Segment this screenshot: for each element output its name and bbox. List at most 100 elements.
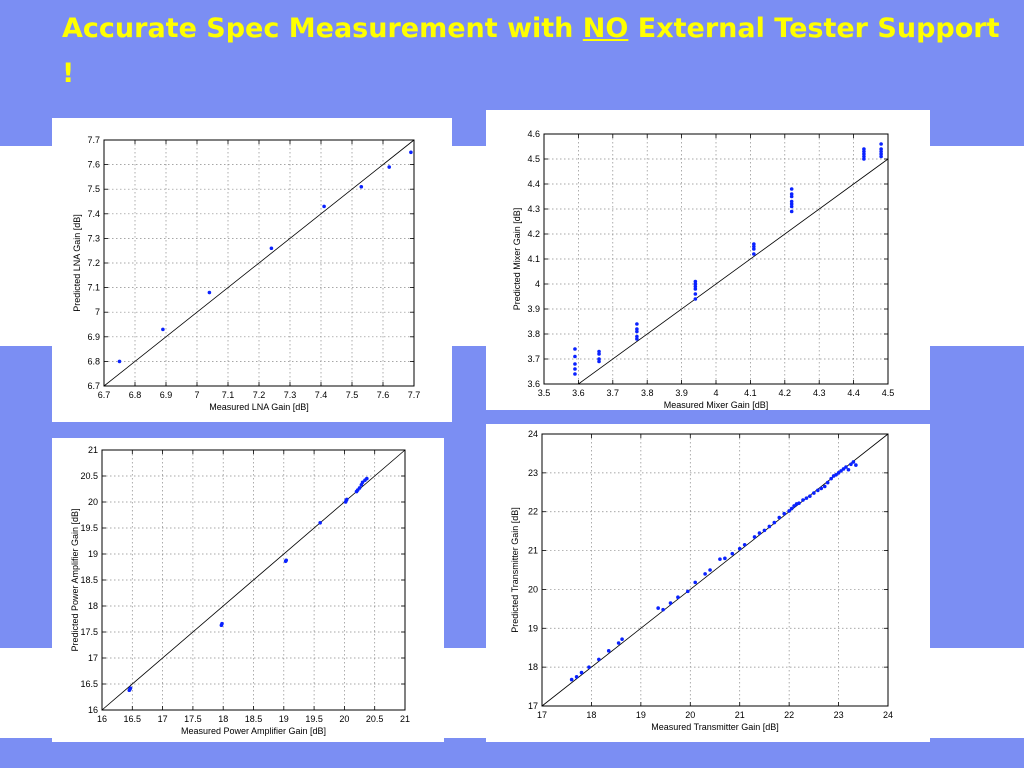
data-point [656,606,660,610]
data-point [879,152,883,156]
y-tick-label: 21 [528,546,538,556]
x-tick-label: 4 [713,388,718,398]
data-point [128,686,133,690]
y-tick-label: 3.6 [527,379,540,389]
data-point [789,204,794,209]
reference-line [578,158,889,385]
y-axis-label: Predicted LNA Gain [dB] [72,214,82,312]
data-point [841,467,846,471]
x-axis-label: Measured Power Amplifier Gain [dB] [181,726,326,736]
data-point [839,469,843,473]
y-tick-label: 20.5 [80,471,98,481]
mixer-chart: 3.5 3.6 3.7 3.8 3.9 4 4.1 4.2 4.3 4.4 4.53.63.73.8… [512,129,894,410]
data-point [693,297,698,301]
data-point [569,677,574,682]
x-tick-label: 20 [685,710,695,720]
data-point [767,524,772,529]
x-tick-label: 3.6 [572,388,585,398]
data-point [789,187,794,191]
data-point [635,334,639,339]
data-point [579,670,584,675]
y-tick-label: 4.4 [527,179,540,189]
y-tick-label: 7.7 [87,135,100,145]
data-point [789,506,794,511]
data-point [752,244,756,249]
x-tick-label: 6.9 [160,390,173,400]
data-point [787,509,791,513]
y-tick-label: 16.5 [80,679,98,689]
y-tick-label: 23 [528,468,538,478]
slide-title: Accurate Spec Measurement with NO Extern… [62,6,1002,96]
y-tick-label: 4 [535,279,540,289]
data-point [597,657,601,662]
data-point [597,357,601,361]
reference-line [103,139,415,387]
x-tick-label: 17.5 [184,714,202,724]
y-tick-label: 16 [88,705,98,715]
data-point [879,147,883,151]
data-point [752,242,756,246]
y-tick-label: 17 [88,653,98,663]
data-point [693,279,698,284]
data-point [597,349,601,354]
y-axis-label: Predicted Power Amplifier Gain [dB] [70,508,80,651]
data-point [360,480,365,485]
data-point [879,149,883,154]
data-point [635,327,639,331]
x-tick-label: 3.8 [641,388,654,398]
data-point [757,531,762,535]
data-point [825,480,830,485]
x-tick-label: 23 [834,710,844,720]
y-tick-label: 17 [528,701,538,711]
data-point [693,580,698,585]
y-tick-label: 4.1 [527,254,540,264]
x-tick-label: 7.7 [408,390,421,400]
data-point [284,558,289,563]
data-point [597,352,601,356]
lna-chart: 6.7 6.8 6.9 7 7.1 7.2 7.3 7.4 7.5 7.6 7.7 6.7 6.8 6.9… [72,135,421,412]
pa-chart: 16 16.5 17 17.5 18 18.5 19 19.5 20 20.5 21 16 16.5 17… [70,445,410,736]
x-tick-label: 3.5 [538,388,551,398]
data-point [573,372,577,376]
data-point [668,601,673,605]
data-point [387,165,392,169]
x-tick-label: 17 [158,714,168,724]
x-tick-label: 17 [537,710,547,720]
x-tick-label: 4.3 [813,388,826,398]
x-tick-label: 18 [586,710,596,720]
y-tick-label: 7 [95,307,100,317]
chart-panel-tx: 17 18 19 20 21 22 23 24 17 18 19 20 21 22 23 24 Measured… [486,424,930,742]
y-tick-label: 7.5 [87,184,100,194]
data-point [635,337,639,341]
data-point [269,246,274,251]
y-tick-label: 4.5 [527,154,540,164]
data-point [762,528,767,533]
data-point [730,551,735,556]
y-tick-label: 3.7 [527,354,540,364]
data-point [808,494,812,498]
y-tick-label: 6.8 [87,356,100,366]
x-tick-label: 21 [400,714,410,724]
data-point [616,641,621,645]
data-point [849,462,853,467]
y-tick-label: 19.5 [80,523,98,533]
y-tick-label: 24 [528,429,538,439]
data-point [737,546,742,551]
x-tick-label: 6.7 [98,390,111,400]
data-point [409,150,413,155]
data-point [772,520,777,525]
data-point [718,557,722,561]
y-tick-label: 20 [528,584,538,594]
data-point [854,463,858,467]
y-tick-label: 3.8 [527,329,540,339]
x-tick-label: 19 [636,710,646,720]
y-axis-label: Predicted Transmitter Gain [dB] [510,507,520,633]
x-tick-label: 16.5 [124,714,142,724]
y-tick-label: 18 [88,601,98,611]
data-point [573,347,577,351]
data-point [752,535,757,539]
data-point [797,501,801,505]
x-tick-label: 7.5 [346,390,359,400]
data-point [693,287,698,291]
data-point [862,152,866,156]
